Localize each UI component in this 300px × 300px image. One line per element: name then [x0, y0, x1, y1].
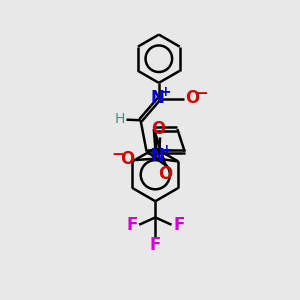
Text: −: −: [196, 86, 208, 101]
Text: O: O: [152, 120, 166, 138]
Text: +: +: [160, 85, 171, 99]
Text: N: N: [150, 88, 164, 106]
Text: O: O: [185, 89, 199, 107]
Text: O: O: [121, 150, 135, 168]
Text: +: +: [160, 143, 172, 157]
Text: N: N: [151, 147, 165, 165]
Text: H: H: [115, 112, 125, 126]
Text: −: −: [111, 147, 124, 162]
Text: F: F: [173, 216, 184, 234]
Text: O: O: [158, 165, 173, 183]
Text: F: F: [150, 236, 161, 254]
Text: F: F: [126, 216, 137, 234]
